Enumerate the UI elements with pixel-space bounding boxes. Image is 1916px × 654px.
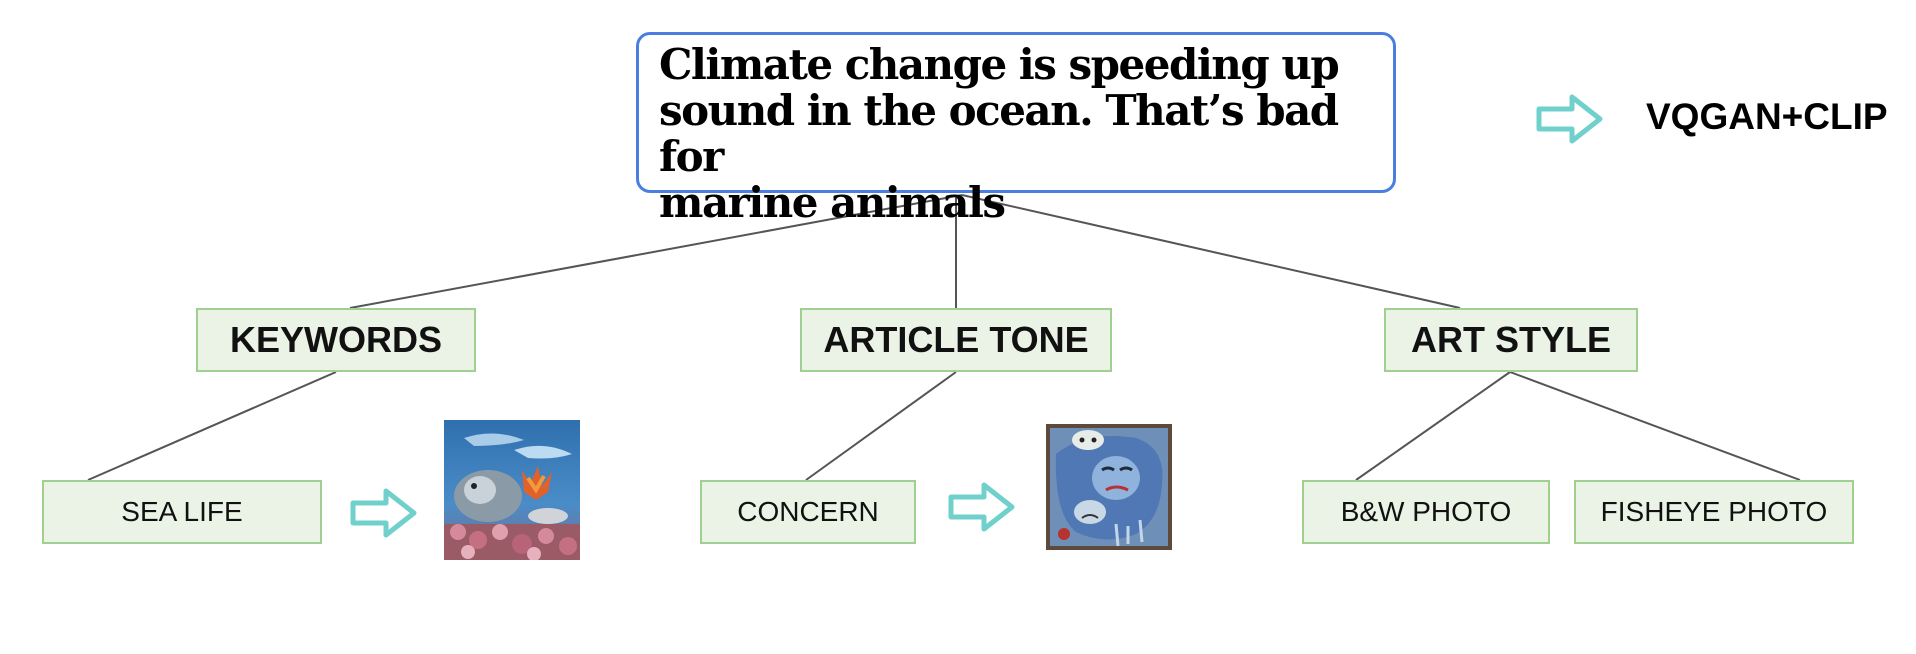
headline-text: Climate change is speeding up sound in t… (659, 42, 1375, 226)
headline-box: Climate change is speeding up sound in t… (636, 32, 1396, 226)
leaf-fisheye-photo: FISHEYE PHOTO (1574, 480, 1854, 544)
right-arrow-icon (1536, 94, 1603, 144)
headline-line: sound in the ocean. That’s bad for (659, 86, 1339, 181)
edge-art-style-fisheye-photo (1509, 371, 1801, 481)
leaf-sea-life: SEA LIFE (42, 480, 322, 544)
right-arrow-icon (350, 488, 417, 538)
right-arrow-icon (948, 482, 1015, 532)
headline-line: Climate change is speeding up (659, 40, 1340, 89)
category-article-tone: ARTICLE TONE (800, 308, 1112, 372)
generator-label: VQGAN+CLIP (1646, 96, 1888, 137)
edge-article-tone-concern (805, 371, 957, 481)
leaf-bw-photo: B&W PHOTO (1302, 480, 1550, 544)
edge-art-style-bw-photo (1355, 371, 1511, 481)
category-keywords: KEYWORDS (196, 308, 476, 372)
concern-generated-image (1046, 424, 1172, 550)
edge-headline-art-style (961, 194, 1461, 309)
headline-line: marine animals (659, 178, 1006, 227)
edge-keywords-sea-life (87, 371, 337, 481)
sea-life-generated-image (444, 420, 580, 560)
edge-headline-keywords (349, 194, 963, 309)
category-art-style: ART STYLE (1384, 308, 1638, 372)
leaf-concern: CONCERN (700, 480, 916, 544)
